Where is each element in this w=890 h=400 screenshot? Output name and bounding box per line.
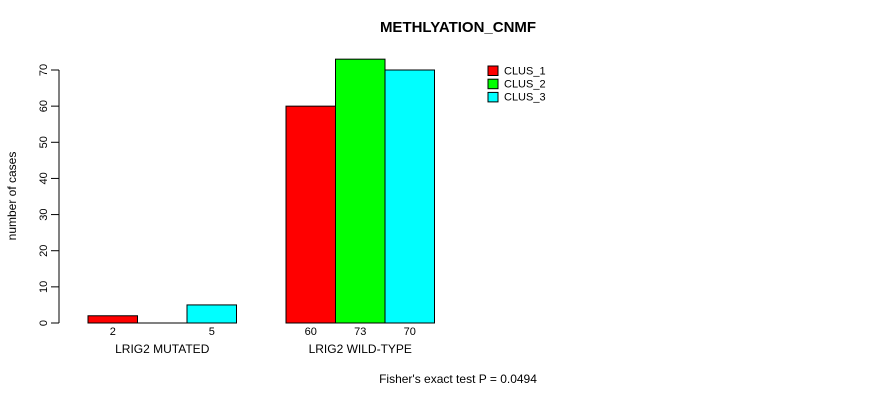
- y-tick-label: 60: [38, 100, 50, 112]
- category-label: LRIG2 MUTATED: [115, 342, 210, 356]
- bar-CLUS_3: [186, 304, 237, 324]
- category-label: LRIG2 WILD-TYPE: [309, 342, 412, 356]
- y-tick-label: 10: [38, 281, 50, 293]
- bar-CLUS_1: [285, 105, 336, 324]
- bar-value-label: 5: [209, 326, 215, 338]
- y-axis-title: number of cases: [5, 152, 19, 241]
- y-axis: 0 10 20 30 40 50 60 70: [38, 64, 60, 326]
- bar-CLUS_3: [384, 69, 435, 324]
- bar-series: [87, 58, 435, 324]
- legend-label: CLUS_1: [504, 65, 546, 77]
- y-tick-label: 70: [38, 64, 50, 76]
- legend-swatch-CLUS_2: [487, 78, 499, 90]
- legend-label: CLUS_3: [504, 92, 546, 104]
- annotation-text: Fisher's exact test P = 0.0494: [379, 372, 537, 386]
- bar-value-label: 70: [404, 326, 416, 338]
- legend-swatch-CLUS_1: [487, 65, 499, 76]
- x-axis-labels: 2 5 LRIG2 MUTATED 60 73 70 LRIG2 WILD-TYPE: [110, 326, 416, 356]
- y-tick-label: 20: [38, 245, 50, 257]
- legend-swatch-CLUS_3: [487, 91, 499, 103]
- bar-CLUS_2: [335, 58, 386, 324]
- bar-value-label: 2: [110, 326, 116, 338]
- bar-CLUS_1: [87, 315, 138, 324]
- y-tick-label: 40: [38, 172, 50, 184]
- chart-title: METHLYATION_CNMF: [380, 19, 536, 36]
- y-tick-label: 50: [38, 136, 50, 148]
- y-tick-label: 0: [38, 320, 50, 326]
- bar-value-label: 73: [354, 326, 366, 338]
- y-tick-label: 30: [38, 208, 50, 220]
- bar-value-label: 60: [305, 326, 317, 338]
- legend-label: CLUS_2: [504, 79, 546, 91]
